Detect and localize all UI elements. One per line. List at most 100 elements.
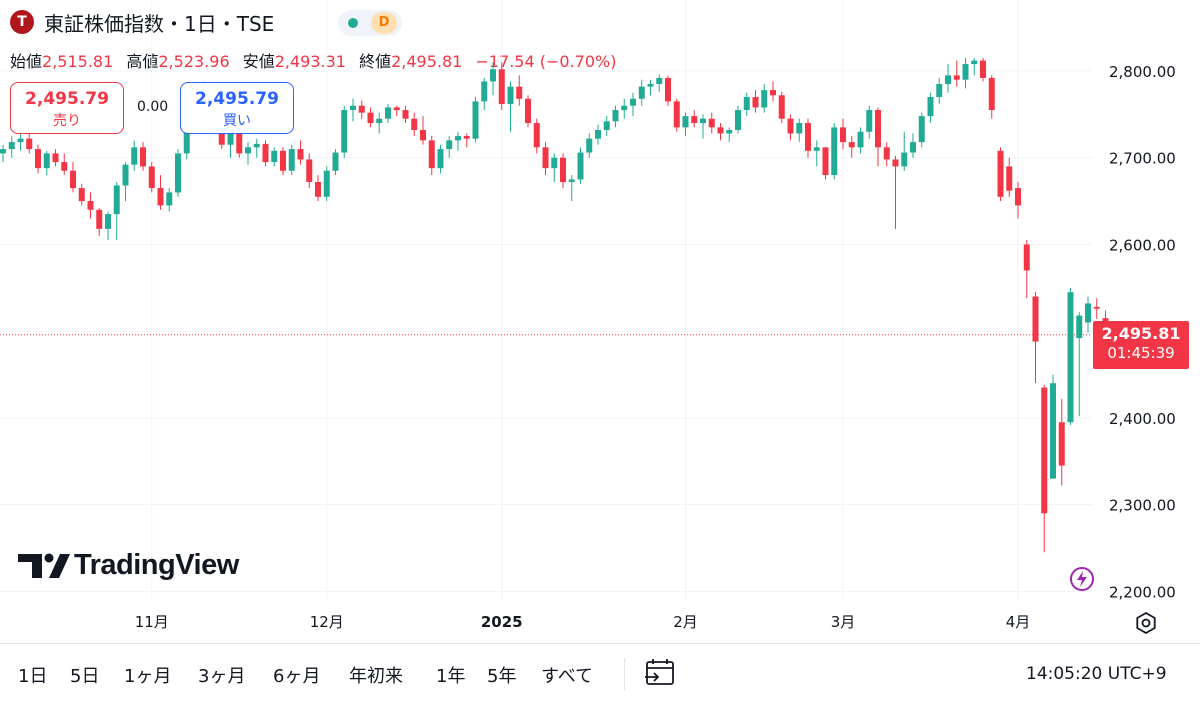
high-label: 高値	[126, 52, 159, 71]
settings-icon[interactable]	[1133, 610, 1159, 636]
candle-body	[253, 143, 260, 148]
candle-body	[131, 147, 138, 165]
candle-body	[455, 136, 461, 141]
candle	[918, 112, 925, 148]
range-1m[interactable]: 1ヶ月	[124, 666, 172, 687]
candles-layer	[0, 58, 1109, 553]
candle	[743, 92, 750, 117]
candle-body	[332, 152, 339, 171]
market-open-dot-icon	[348, 18, 358, 28]
x-tick-label: 4月	[1006, 613, 1031, 631]
candle	[533, 118, 540, 154]
candle	[1006, 157, 1013, 197]
symbol-logo[interactable]: T	[10, 10, 34, 34]
candle	[875, 107, 881, 167]
candle	[455, 131, 461, 151]
candle	[936, 77, 943, 104]
buy-button[interactable]: 2,495.79 買い	[180, 82, 294, 134]
candle	[148, 162, 155, 193]
last-price-value: 2,495.81	[1101, 324, 1181, 343]
candle	[428, 136, 435, 176]
clock-timezone[interactable]: 14:05:20 UTC+9	[1026, 664, 1167, 684]
candle-body	[700, 118, 706, 124]
range-5d[interactable]: 5日	[70, 666, 100, 687]
candle	[0, 144, 6, 163]
candle-body	[420, 129, 426, 141]
candle	[1093, 298, 1100, 320]
bottom-toolbar: 1日 5日 1ヶ月 3ヶ月 6ヶ月 年初来 1年 5年 すべて 14:05:20…	[0, 643, 1200, 703]
candle-body	[367, 112, 374, 124]
market-status-pill[interactable]: D	[338, 10, 402, 36]
candle	[752, 90, 759, 113]
candle-body	[96, 209, 103, 229]
price-chart[interactable]: 2,200.002,300.002,400.002,500.002,600.00…	[0, 0, 1200, 643]
x-tick-label: 2月	[673, 613, 698, 631]
candle-body	[848, 142, 855, 148]
low-label: 安値	[242, 52, 275, 71]
range-all[interactable]: すべて	[541, 666, 594, 687]
candle-body	[708, 118, 715, 128]
candle	[437, 144, 444, 174]
candle	[350, 98, 356, 122]
delayed-badge: D	[371, 12, 397, 34]
candle-body	[87, 201, 94, 210]
candle-body	[560, 157, 566, 183]
candle-body	[385, 107, 391, 119]
candle	[358, 100, 365, 119]
candle-body	[1041, 387, 1048, 514]
candle-body	[1006, 166, 1013, 191]
candle-body	[927, 97, 934, 117]
candle-body	[796, 123, 803, 134]
candle-body	[568, 179, 575, 183]
flash-icon[interactable]	[1068, 565, 1096, 593]
chart-header: T 東証株価指数・1日・TSE D 始値2,515.81 高値2,523.96 …	[0, 0, 1200, 80]
candle	[498, 62, 505, 111]
candle	[341, 105, 348, 158]
candle-body	[866, 110, 873, 132]
goto-date-icon[interactable]	[643, 656, 677, 690]
candle-body	[831, 127, 838, 176]
symbol-title[interactable]: 東証株価指数・1日・TSE	[44, 12, 275, 36]
candle-body	[105, 214, 111, 229]
candle	[323, 166, 330, 202]
candle	[953, 60, 960, 87]
close-label: 終値	[359, 52, 392, 71]
range-6m[interactable]: 6ヶ月	[273, 666, 321, 687]
candle	[446, 136, 453, 158]
range-1y[interactable]: 1年	[436, 666, 466, 687]
candle-body	[376, 118, 383, 124]
candle-body	[26, 138, 33, 150]
candle	[691, 110, 698, 128]
x-tick-label: 11月	[135, 613, 169, 631]
candle	[1050, 374, 1056, 479]
candle	[840, 118, 846, 150]
candle-body	[402, 110, 409, 119]
candle-body	[1058, 422, 1065, 466]
range-3m[interactable]: 3ヶ月	[198, 666, 246, 687]
spread-value: 0.00	[137, 99, 169, 115]
range-ytd[interactable]: 年初来	[349, 666, 403, 687]
candle-body	[52, 153, 59, 163]
candle-body	[630, 98, 636, 106]
open-label: 始値	[10, 52, 43, 71]
candle-body	[0, 149, 6, 154]
candle-body	[988, 77, 995, 111]
candle	[822, 147, 829, 180]
candle	[883, 142, 890, 167]
candle	[166, 188, 173, 212]
bar-countdown: 01:45:39	[1107, 344, 1175, 362]
candle	[595, 124, 601, 145]
sell-label: 売り	[53, 113, 81, 129]
candle	[525, 95, 531, 128]
candle-body	[1076, 315, 1083, 339]
candle	[367, 107, 374, 128]
candle	[376, 112, 383, 134]
range-5y[interactable]: 5年	[487, 666, 517, 687]
candle-body	[1085, 303, 1091, 323]
candle	[61, 153, 68, 176]
candle	[673, 98, 680, 132]
candle	[332, 149, 339, 176]
range-1d[interactable]: 1日	[18, 666, 48, 687]
candle	[603, 116, 610, 137]
sell-button[interactable]: 2,495.79 売り	[10, 82, 124, 134]
